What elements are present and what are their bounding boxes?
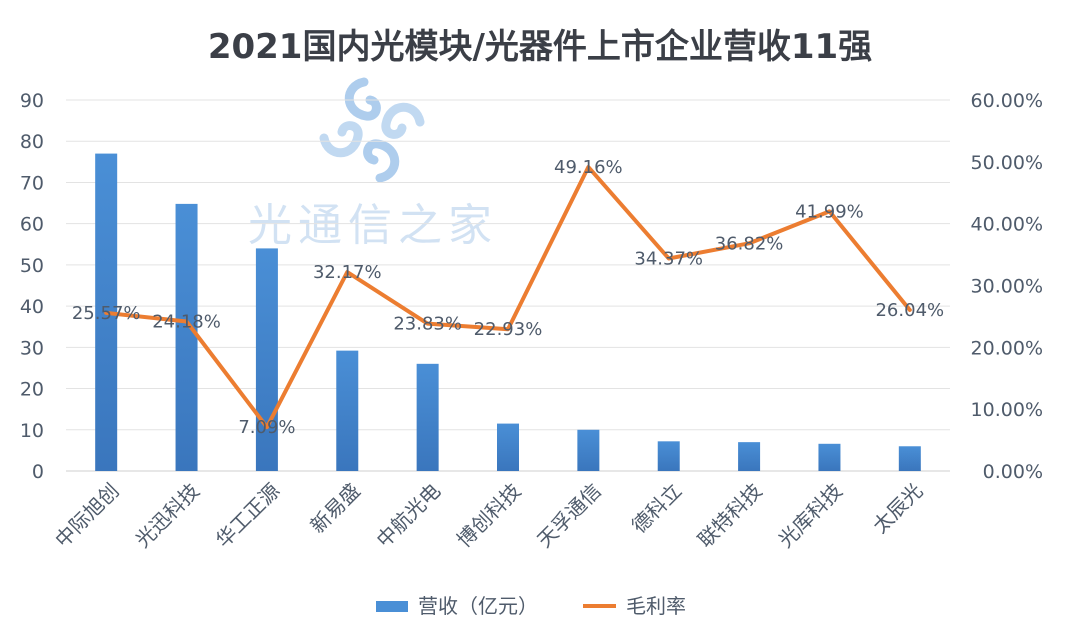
y-left-tick-label: 60 [20, 214, 44, 236]
y-right-tick-label: 30.00% [971, 276, 1043, 298]
y-left-tick-label: 40 [20, 296, 44, 318]
y-right-tick-label: 60.00% [971, 90, 1043, 112]
revenue-bar [657, 441, 680, 471]
margin-data-label: 49.16% [554, 157, 623, 178]
margin-data-label: 26.04% [875, 300, 944, 321]
x-category-label: 天孚通信 [532, 479, 606, 553]
y-right-tick-label: 0.00% [983, 461, 1043, 483]
y-left-tick-label: 80 [20, 131, 44, 153]
margin-data-label: 23.83% [393, 314, 462, 335]
y-left-tick-label: 30 [20, 337, 44, 359]
margin-data-label: 34.37% [634, 248, 703, 269]
revenue-bar [898, 446, 921, 471]
y-right-tick-label: 50.00% [971, 152, 1043, 174]
x-category-label: 新易盛 [305, 479, 364, 538]
margin-data-label: 7.09% [238, 417, 295, 438]
revenue-bar [416, 363, 439, 471]
y-left-tick-label: 50 [20, 255, 44, 277]
y-left-tick-label: 90 [20, 90, 44, 112]
y-right-tick-label: 40.00% [971, 214, 1043, 236]
margin-data-label: 22.93% [474, 319, 543, 340]
x-category-label: 博创科技 [452, 479, 526, 553]
revenue-bar [497, 423, 519, 471]
y-left-tick-label: 20 [20, 379, 44, 401]
margin-data-label: 36.82% [715, 233, 784, 254]
y-axis-left: 0 10 20 30 40 50 60 70 80 90 [20, 90, 44, 483]
x-category-label: 太辰光 [868, 479, 927, 538]
margin-data-label: 32.17% [313, 262, 382, 283]
x-category-label: 光库科技 [773, 479, 847, 553]
legend-label-revenue: 营收（亿元） [418, 594, 538, 618]
watermark-logo: 光通信之家 [248, 77, 498, 251]
legend: 营收（亿元） 毛利率 [376, 594, 686, 618]
x-category-label: 华工正源 [211, 479, 285, 553]
revenue-bar [175, 203, 198, 471]
x-category-label: 光迅科技 [131, 479, 205, 553]
chart-title: 2021国内光模块/光器件上市企业营收11强 [208, 27, 872, 67]
margin-data-labels: 25.57% 24.18% 7.09% 32.17% 23.83% 22.93% 49.16… [72, 157, 944, 438]
margin-line-path [104, 165, 912, 430]
legend-label-margin: 毛利率 [626, 594, 686, 618]
margin-line [104, 165, 912, 430]
y-right-tick-label: 10.00% [971, 399, 1043, 421]
y-right-tick-label: 20.00% [971, 337, 1043, 359]
revenue-bar [577, 429, 600, 471]
y-axis-right: 0.00% 10.00% 20.00% 30.00% 40.00% 50.00% 60.00… [971, 90, 1043, 483]
x-category-label: 中际旭创 [50, 479, 124, 553]
watermark-text: 光通信之家 [248, 200, 498, 251]
y-left-tick-label: 0 [32, 461, 44, 483]
margin-data-label: 24.18% [152, 311, 221, 332]
margin-data-label: 25.57% [72, 303, 141, 324]
y-left-tick-label: 70 [20, 172, 44, 194]
revenue-bar [738, 442, 761, 471]
legend-swatch-revenue [376, 601, 408, 612]
x-category-label: 联特科技 [693, 479, 767, 553]
x-axis-labels: 中际旭创 光迅科技 华工正源 新易盛 中航光电 博创科技 天孚通信 德科立 联特科技 光库科技 太辰… [50, 479, 927, 553]
gridlines [66, 99, 950, 472]
revenue-bar [818, 443, 841, 471]
y-left-tick-label: 10 [20, 420, 44, 442]
x-category-label: 德科立 [627, 479, 686, 538]
x-category-label: 中航光电 [372, 479, 446, 553]
revenue-bar [336, 350, 359, 471]
margin-data-label: 41.99% [795, 201, 864, 222]
